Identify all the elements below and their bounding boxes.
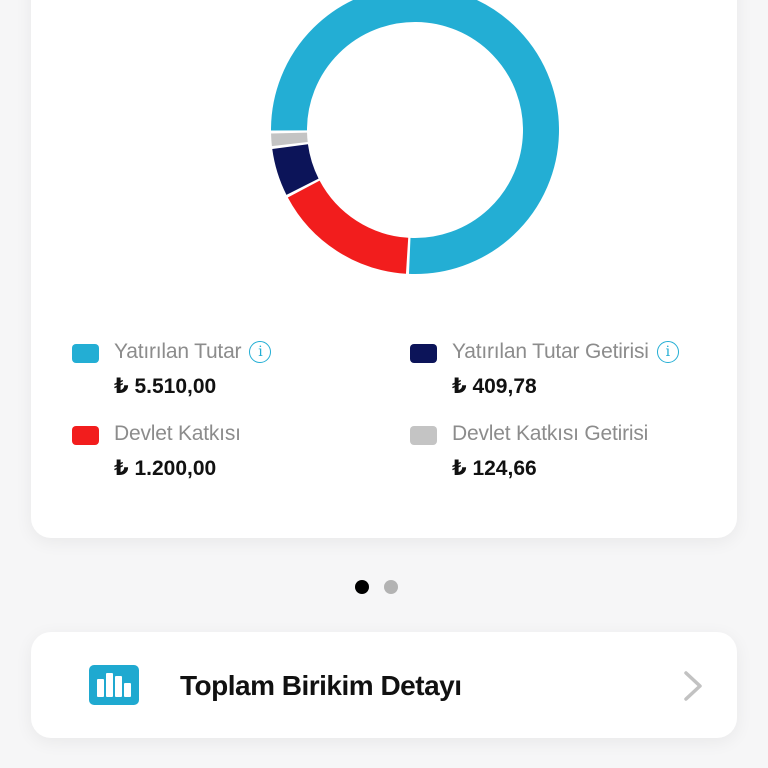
info-icon[interactable]: i (656, 341, 679, 363)
donut-segment (271, 0, 559, 274)
legend-swatch (410, 344, 437, 363)
legend-swatch (72, 344, 99, 363)
legend-value: ₺ 1.200,00 (114, 457, 217, 480)
total-savings-detail-button[interactable]: Toplam Birikim Detayı (31, 632, 737, 738)
page-dot-active[interactable] (355, 580, 369, 594)
legend-label: Yatırılan Tutar i (114, 340, 272, 364)
donut-chart (270, 0, 560, 290)
legend-label: Yatırılan Tutar Getirisi i (452, 340, 679, 364)
donut-segment (272, 143, 319, 195)
legend-swatch (72, 426, 99, 445)
donut-segment (271, 132, 308, 147)
bar-chart-icon (89, 665, 139, 705)
legend-value: ₺ 409,78 (452, 375, 537, 398)
chevron-right-icon (684, 671, 702, 701)
info-icon[interactable]: i (249, 341, 272, 363)
legend-value: ₺ 5.510,00 (114, 375, 217, 398)
detail-title: Toplam Birikim Detayı (180, 670, 462, 701)
legend-swatch (410, 426, 437, 445)
legend-label: Devlet Katkısı Getirisi (452, 422, 649, 445)
legend-value: ₺ 124,66 (452, 457, 537, 480)
page-dot-inactive[interactable] (384, 580, 398, 594)
savings-summary-card: Yatırılan Tutar i ₺ 5.510,00 Yatırılan Tu… (31, 0, 737, 538)
donut-chart-svg (271, 0, 559, 274)
donut-segment (287, 180, 409, 274)
page-indicator (355, 580, 415, 594)
legend-label: Devlet Katkısı (114, 422, 241, 445)
